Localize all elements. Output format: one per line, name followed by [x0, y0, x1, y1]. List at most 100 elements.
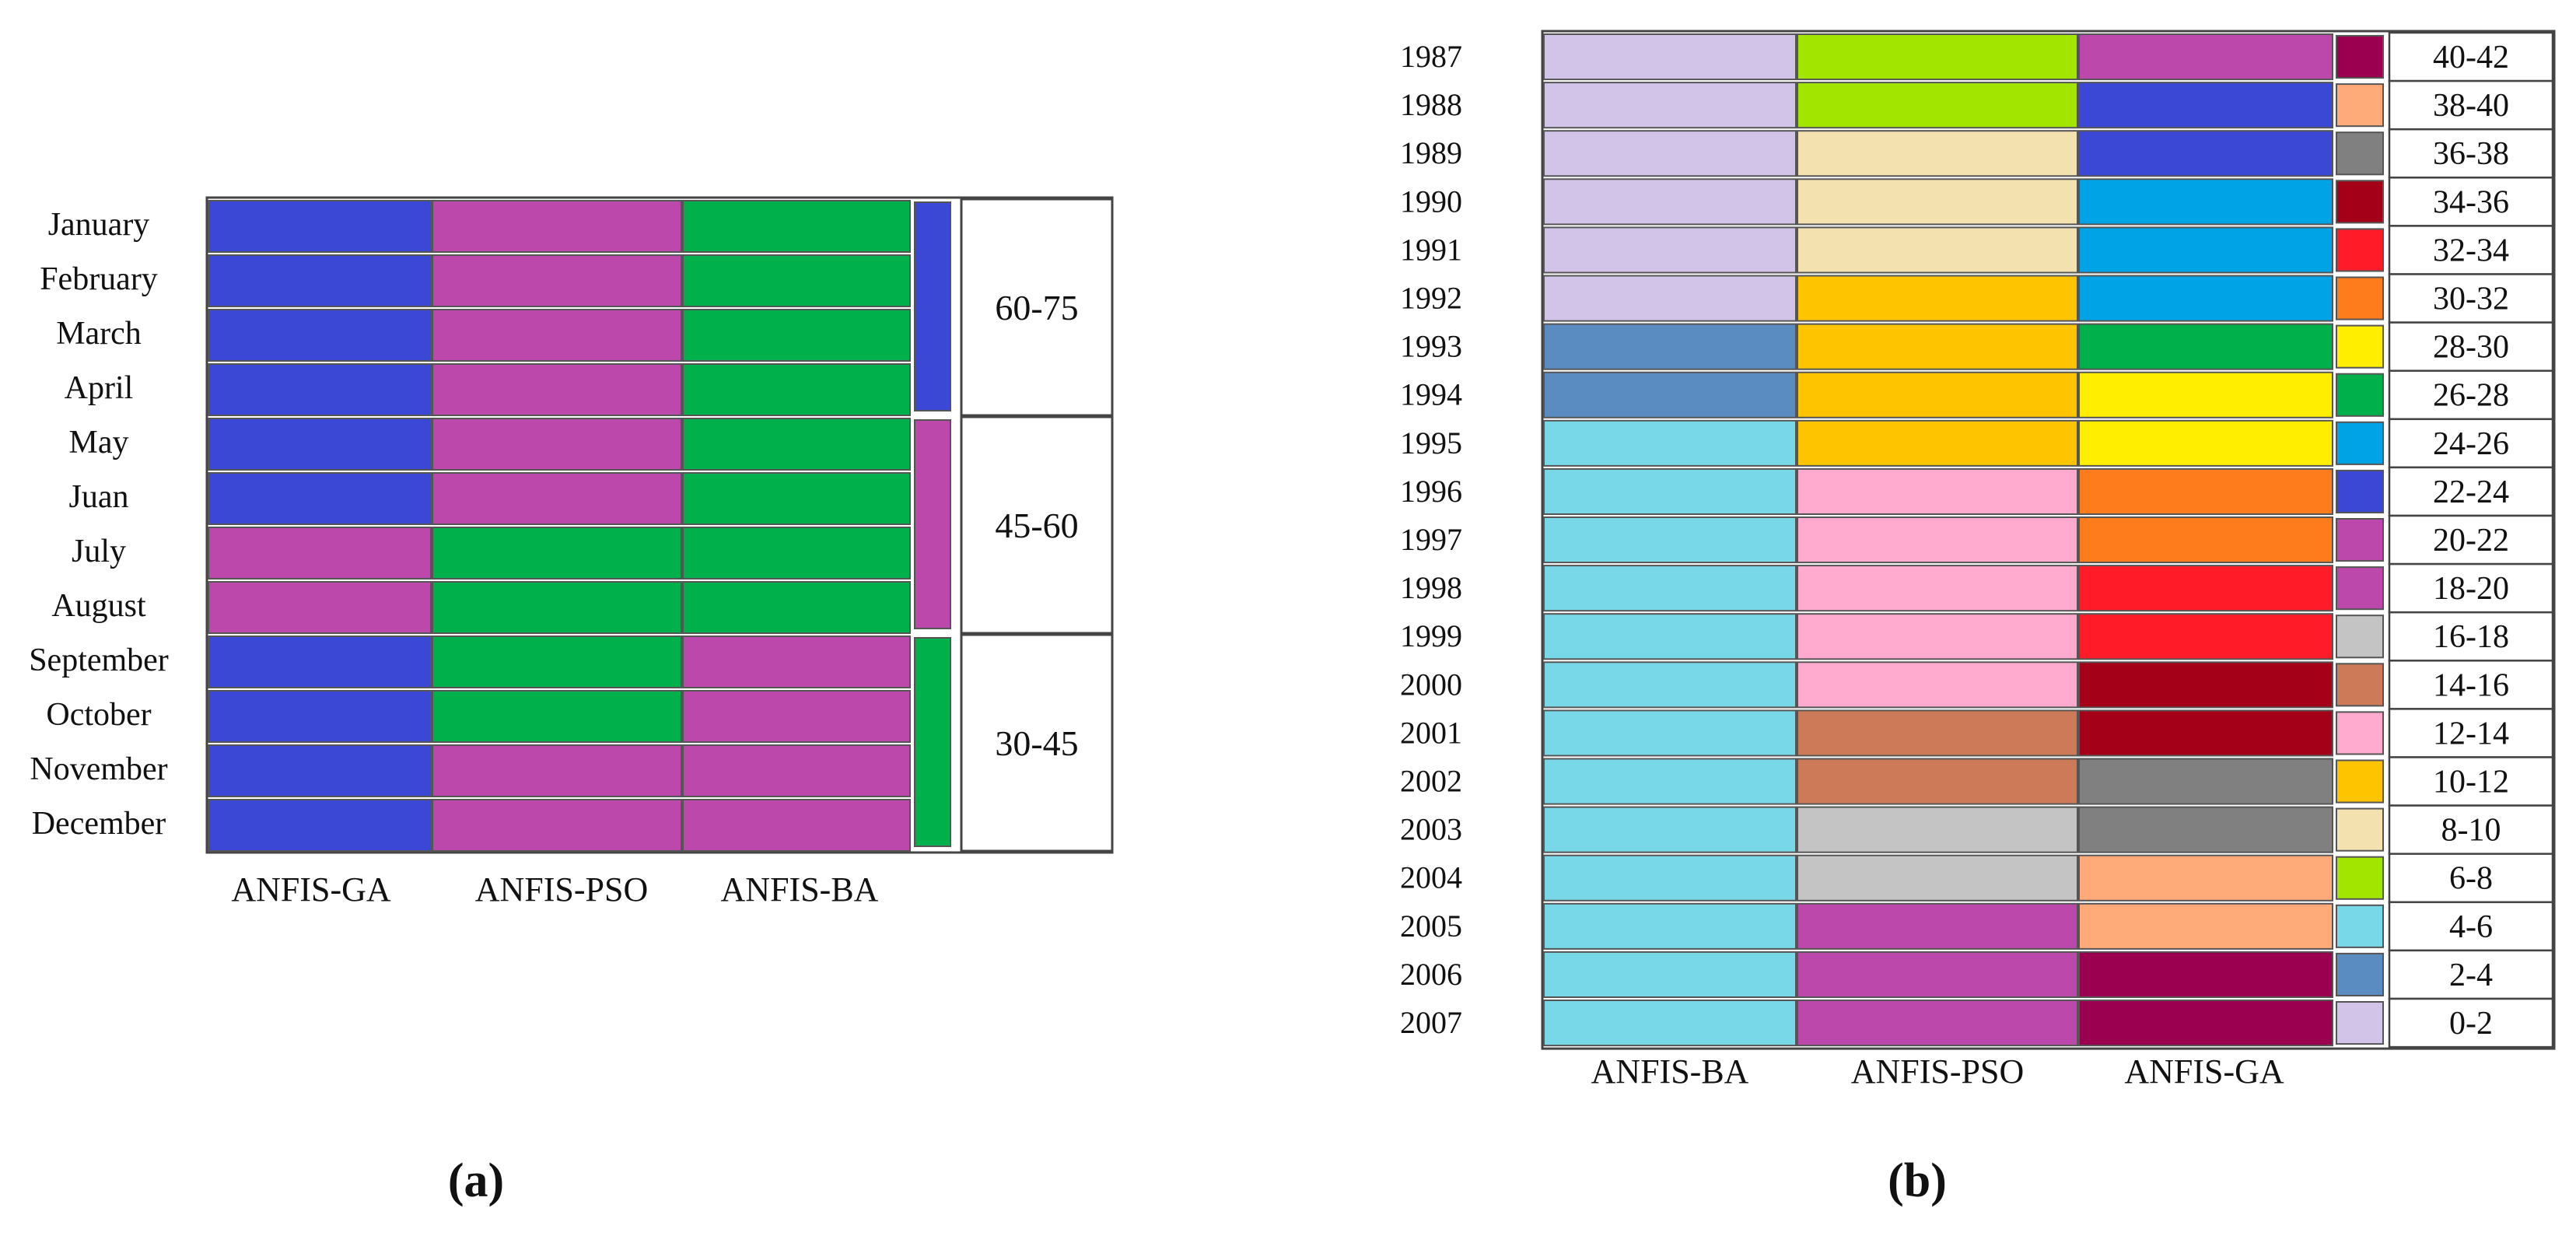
- cell-1993-anfis-ba: [1543, 323, 1797, 370]
- cell-1996-anfis-pso: [1797, 467, 2078, 516]
- legend-label-4-6: 4-6: [2449, 909, 2493, 945]
- cell-2004-anfis-pso: [1797, 854, 2078, 902]
- row-label-1989: 1989: [1400, 135, 1462, 170]
- cell-2001-anfis-ga: [2078, 709, 2333, 757]
- legend-label-40-42: 40-42: [2433, 40, 2509, 75]
- row-label-1987: 1987: [1400, 39, 1462, 74]
- cell-1999-anfis-ba: [1543, 613, 1797, 660]
- row-label-january: January: [48, 207, 150, 243]
- cell-october-anfis-ba: [682, 690, 911, 743]
- cell-1997-anfis-pso: [1797, 516, 2078, 564]
- cell-1991-anfis-ga: [2078, 226, 2333, 274]
- legend-label-2-4: 2-4: [2449, 958, 2493, 993]
- legend-label-18-20: 18-20: [2433, 571, 2509, 607]
- row-label-2005: 2005: [1400, 909, 1462, 944]
- legend-label-32-34: 32-34: [2433, 233, 2509, 268]
- cell-2002-anfis-pso: [1797, 758, 2078, 805]
- legend-label-26-28: 26-28: [2433, 378, 2509, 414]
- cell-1988-anfis-pso: [1797, 82, 2078, 129]
- row-label-2003: 2003: [1400, 812, 1462, 847]
- cell-2003-anfis-ga: [2078, 806, 2333, 853]
- row-label-1991: 1991: [1400, 232, 1462, 267]
- cell-1990-anfis-ga: [2078, 178, 2333, 226]
- cell-2006-anfis-ba: [1543, 951, 1797, 999]
- cell-2006-anfis-ga: [2078, 951, 2333, 999]
- panel-b: 1987 1988 1989 1990 1991 1992 1993 1994 1995 1996…: [1400, 30, 2556, 1207]
- row-label-2004: 2004: [1400, 860, 1462, 895]
- cell-1988-anfis-ga: [2078, 82, 2333, 129]
- cell-1989-anfis-ba: [1543, 130, 1797, 177]
- row-label-1998: 1998: [1400, 570, 1462, 605]
- legend-label-20-22: 20-22: [2433, 523, 2509, 558]
- cell-february-anfis-pso: [432, 254, 682, 307]
- cell-july-anfis-pso: [432, 527, 682, 579]
- cell-1996-anfis-ga: [2078, 467, 2333, 516]
- legend-swatch-36-38: [2336, 131, 2384, 176]
- panel-label-b: (b): [1888, 1154, 1947, 1207]
- row-label-1990: 1990: [1400, 184, 1462, 219]
- cell-september-anfis-ba: [682, 636, 911, 688]
- cell-1989-anfis-pso: [1797, 130, 2078, 177]
- row-label-1999: 1999: [1400, 618, 1462, 653]
- cell-1987-anfis-pso: [1797, 33, 2078, 81]
- legend-box-8-10: [2388, 804, 2554, 855]
- cell-1989-anfis-ga: [2078, 130, 2333, 177]
- legend-box-0-2: [2388, 997, 2554, 1049]
- cell-1992-anfis-pso: [1797, 275, 2078, 322]
- cell-2002-anfis-ba: [1543, 758, 1797, 805]
- legend-box-60-75: [960, 198, 1114, 417]
- legend-box-36-38: [2388, 128, 2554, 179]
- cell-december-anfis-ga: [208, 799, 432, 852]
- cell-1993-anfis-ga: [2078, 323, 2333, 370]
- cell-1987-anfis-ga: [2078, 33, 2333, 81]
- column-label-anfis-ga: ANFIS-GA: [2124, 1052, 2284, 1091]
- legend-swatch-16-18: [2336, 614, 2384, 659]
- cell-february-anfis-ba: [682, 254, 911, 307]
- panel-a: January February March April May Juan July Augu…: [29, 196, 1114, 1207]
- cell-1999-anfis-ga: [2078, 613, 2333, 660]
- legend-label-45-60: 45-60: [995, 506, 1078, 545]
- cell-january-anfis-ga: [208, 200, 432, 253]
- column-label-anfis-pso: ANFIS-PSO: [475, 870, 649, 909]
- row-label-march: March: [56, 316, 142, 352]
- legend-label-14-16: 14-16: [2433, 667, 2509, 703]
- legend-box-12-14: [2388, 708, 2554, 758]
- row-label-2007: 2007: [1400, 1005, 1462, 1040]
- legend-box-4-6: [2388, 901, 2554, 952]
- cell-2001-anfis-pso: [1797, 709, 2078, 757]
- cell-october-anfis-ga: [208, 690, 432, 743]
- cell-2007-anfis-pso: [1797, 1000, 2078, 1047]
- row-label-1993: 1993: [1400, 329, 1462, 364]
- cell-2000-anfis-ba: [1543, 661, 1797, 709]
- row-label-april: April: [65, 370, 134, 406]
- cell-october-anfis-pso: [432, 690, 682, 743]
- cell-2002-anfis-ga: [2078, 758, 2333, 805]
- cell-1991-anfis-ba: [1543, 226, 1797, 274]
- legend-label-28-30: 28-30: [2433, 330, 2509, 366]
- row-label-1992: 1992: [1400, 281, 1462, 316]
- legend-box-30-32: [2388, 273, 2554, 324]
- legend-label-36-38: 36-38: [2433, 136, 2509, 172]
- cell-april-anfis-pso: [432, 363, 682, 416]
- cell-1997-anfis-ba: [1543, 516, 1797, 564]
- cell-november-anfis-pso: [432, 744, 682, 797]
- legend-swatch-24-26: [2336, 421, 2384, 465]
- legend-box-22-24: [2388, 466, 2554, 517]
- row-label-2002: 2002: [1400, 764, 1462, 799]
- row-label-may: May: [69, 425, 129, 460]
- legend-swatch-45-60: [914, 419, 951, 629]
- cell-april-anfis-ba: [682, 363, 911, 416]
- cell-2004-anfis-ba: [1543, 854, 1797, 902]
- legend-label-30-32: 30-32: [2433, 282, 2509, 317]
- legend-swatch-30-45: [914, 637, 951, 847]
- legend-swatch-0-2: [2336, 1001, 2384, 1045]
- cell-juan-anfis-pso: [432, 472, 682, 525]
- column-label-anfis-ba: ANFIS-BA: [721, 870, 879, 909]
- row-label-1996: 1996: [1400, 474, 1462, 509]
- cell-1997-anfis-ga: [2078, 516, 2333, 564]
- row-label-2006: 2006: [1400, 957, 1462, 992]
- row-label-1997: 1997: [1400, 522, 1462, 557]
- cell-1994-anfis-pso: [1797, 371, 2078, 418]
- cell-1992-anfis-ga: [2078, 275, 2333, 322]
- legend-box-16-18: [2388, 611, 2554, 662]
